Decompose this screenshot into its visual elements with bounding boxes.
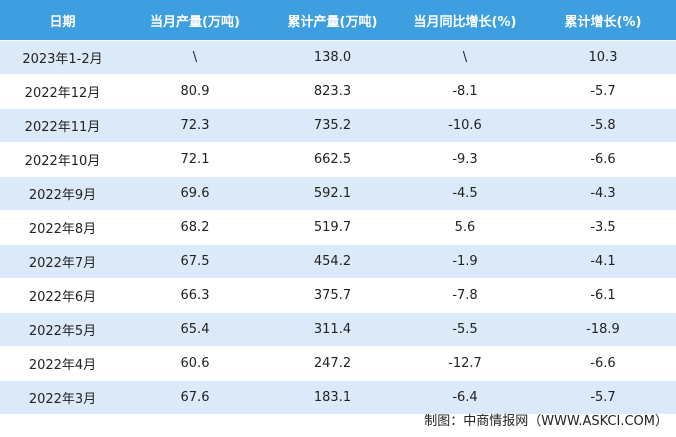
table-cell: 10.3 <box>530 40 676 75</box>
table-row: 2022年11月 72.3 735.2 -10.6 -5.8 <box>0 108 676 143</box>
table-cell: 592.1 <box>265 176 400 211</box>
table-cell: 2022年11月 <box>0 108 125 143</box>
table-cell: 65.4 <box>125 312 265 347</box>
table-cell: -8.1 <box>400 74 530 109</box>
table-cell: -5.5 <box>400 312 530 347</box>
table-cell: 2022年4月 <box>0 346 125 381</box>
table-cell: 247.2 <box>265 346 400 381</box>
table-cell: -7.8 <box>400 278 530 313</box>
table-cell: 662.5 <box>265 142 400 177</box>
header-cell: 累计产量(万吨) <box>265 0 400 41</box>
table-cell: 67.5 <box>125 244 265 279</box>
table-cell: -4.3 <box>530 176 676 211</box>
table-row: 2022年7月 67.5 454.2 -1.9 -4.1 <box>0 244 676 279</box>
table-cell: 72.3 <box>125 108 265 143</box>
table-body: 2023年1-2月 \ 138.0 \ 10.3 2022年12月 80.9 823.3 -8.… <box>0 40 676 414</box>
table-cell: -6.6 <box>530 142 676 177</box>
table-cell: 2022年6月 <box>0 278 125 313</box>
table-cell: 138.0 <box>265 40 400 75</box>
table-row: 2022年8月 68.2 519.7 5.6 -3.5 <box>0 210 676 245</box>
table-row: 2022年5月 65.4 311.4 -5.5 -18.9 <box>0 312 676 347</box>
table-cell: 375.7 <box>265 278 400 313</box>
header-cell: 累计增长(%) <box>530 0 676 41</box>
footer-credit: 制图：中商情报网（WWW.ASKCI.COM） <box>424 414 668 429</box>
table-cell: 735.2 <box>265 108 400 143</box>
table-cell: 311.4 <box>265 312 400 347</box>
table-cell: 2022年10月 <box>0 142 125 177</box>
table-cell: -5.7 <box>530 380 676 414</box>
table-cell: 68.2 <box>125 210 265 245</box>
table-cell: 5.6 <box>400 210 530 245</box>
table-cell: -6.6 <box>530 346 676 381</box>
table-row: 2022年4月 60.6 247.2 -12.7 -6.6 <box>0 346 676 381</box>
table-cell: 2022年7月 <box>0 244 125 279</box>
table-cell: 519.7 <box>265 210 400 245</box>
table-cell: -5.8 <box>530 108 676 143</box>
table-cell: -5.7 <box>530 74 676 109</box>
table-cell: 2022年5月 <box>0 312 125 347</box>
table-cell: 454.2 <box>265 244 400 279</box>
table-row: 2022年3月 67.6 183.1 -6.4 -5.7 <box>0 380 676 414</box>
header-cell: 日期 <box>0 0 125 41</box>
table-row: 2022年9月 69.6 592.1 -4.5 -4.3 <box>0 176 676 211</box>
table-cell: -9.3 <box>400 142 530 177</box>
table-cell: 183.1 <box>265 380 400 414</box>
table-row: 2023年1-2月 \ 138.0 \ 10.3 <box>0 40 676 75</box>
data-table: 日期 当月产量(万吨) 累计产量(万吨) 当月同比增长(%) 累计增长(%) 2023年… <box>0 0 676 414</box>
table-cell: \ <box>125 40 265 75</box>
table-cell: -18.9 <box>530 312 676 347</box>
table-cell: 2022年9月 <box>0 176 125 211</box>
table-cell: 66.3 <box>125 278 265 313</box>
table-row: 2022年10月 72.1 662.5 -9.3 -6.6 <box>0 142 676 177</box>
table-cell: 2022年3月 <box>0 380 125 414</box>
table-cell: -4.1 <box>530 244 676 279</box>
table-cell: 72.1 <box>125 142 265 177</box>
table-row: 2022年6月 66.3 375.7 -7.8 -6.1 <box>0 278 676 313</box>
header-row: 日期 当月产量(万吨) 累计产量(万吨) 当月同比增长(%) 累计增长(%) <box>0 0 676 41</box>
header-cell: 当月产量(万吨) <box>125 0 265 41</box>
table-cell: -6.1 <box>530 278 676 313</box>
table-cell: 67.6 <box>125 380 265 414</box>
table-cell: 2023年1-2月 <box>0 40 125 75</box>
table-cell: 2022年12月 <box>0 74 125 109</box>
table-cell: -1.9 <box>400 244 530 279</box>
table-cell: -3.5 <box>530 210 676 245</box>
table-cell: \ <box>400 40 530 75</box>
table-cell: 2022年8月 <box>0 210 125 245</box>
table-cell: 69.6 <box>125 176 265 211</box>
table-cell: 60.6 <box>125 346 265 381</box>
table-cell: 823.3 <box>265 74 400 109</box>
header-cell: 当月同比增长(%) <box>400 0 530 41</box>
table-cell: -4.5 <box>400 176 530 211</box>
table-cell: -12.7 <box>400 346 530 381</box>
table-row: 2022年12月 80.9 823.3 -8.1 -5.7 <box>0 74 676 109</box>
table-cell: 80.9 <box>125 74 265 109</box>
table-cell: -10.6 <box>400 108 530 143</box>
table-cell: -6.4 <box>400 380 530 414</box>
